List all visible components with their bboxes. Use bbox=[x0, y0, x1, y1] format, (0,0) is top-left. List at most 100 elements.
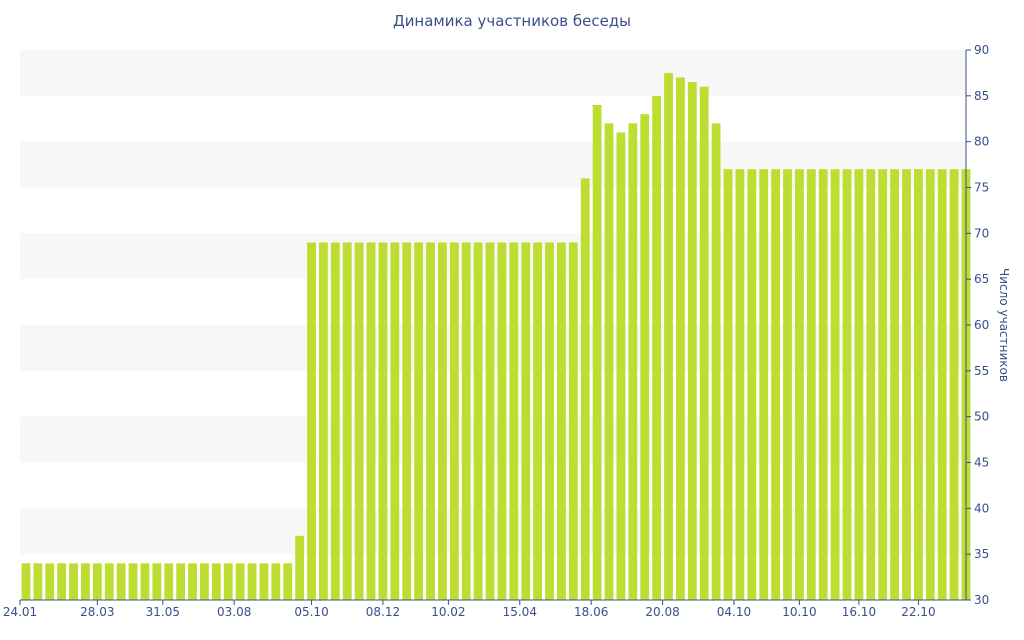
bar[interactable] bbox=[806, 169, 816, 600]
bar[interactable] bbox=[699, 86, 709, 600]
bar[interactable] bbox=[140, 563, 150, 600]
y-tick-label: 65 bbox=[974, 272, 989, 286]
bar[interactable] bbox=[902, 169, 911, 600]
bar[interactable] bbox=[295, 535, 305, 600]
bar[interactable] bbox=[473, 242, 483, 601]
x-tick-label: 16.10 bbox=[842, 605, 876, 619]
bar[interactable] bbox=[271, 563, 281, 600]
bar[interactable] bbox=[390, 242, 400, 601]
x-tick-label: 18.06 bbox=[574, 605, 608, 619]
bar[interactable] bbox=[533, 242, 543, 601]
bar[interactable] bbox=[449, 242, 459, 601]
bars bbox=[21, 72, 971, 601]
bar[interactable] bbox=[711, 123, 721, 600]
bar[interactable] bbox=[616, 132, 626, 601]
bar[interactable] bbox=[652, 95, 662, 600]
bar[interactable] bbox=[104, 563, 114, 600]
bar[interactable] bbox=[414, 242, 424, 601]
bar[interactable] bbox=[378, 242, 388, 601]
bar[interactable] bbox=[509, 242, 519, 601]
bar[interactable] bbox=[783, 169, 792, 600]
bar[interactable] bbox=[628, 123, 638, 600]
bar[interactable] bbox=[592, 105, 602, 600]
bar[interactable] bbox=[81, 563, 90, 600]
bar[interactable] bbox=[283, 563, 293, 600]
bar[interactable] bbox=[747, 169, 757, 600]
bar[interactable] bbox=[676, 77, 685, 601]
bar[interactable] bbox=[164, 563, 174, 600]
bar[interactable] bbox=[211, 563, 221, 600]
grid-band bbox=[20, 50, 966, 96]
bar[interactable] bbox=[557, 242, 566, 601]
bar[interactable] bbox=[925, 169, 935, 600]
bar[interactable] bbox=[354, 242, 364, 601]
x-tick-label: 10.02 bbox=[431, 605, 465, 619]
x-tick-label: 05.10 bbox=[294, 605, 328, 619]
bar[interactable] bbox=[402, 242, 412, 601]
y-tick-label: 50 bbox=[974, 410, 989, 424]
bar[interactable] bbox=[319, 242, 328, 601]
bar[interactable] bbox=[69, 563, 78, 600]
bar[interactable] bbox=[366, 242, 376, 601]
bar[interactable] bbox=[188, 563, 197, 600]
bar[interactable] bbox=[57, 563, 67, 600]
bar[interactable] bbox=[116, 563, 126, 600]
y-tick-label: 35 bbox=[974, 547, 989, 561]
bar[interactable] bbox=[342, 242, 352, 601]
bar[interactable] bbox=[33, 563, 43, 600]
bar[interactable] bbox=[545, 242, 554, 601]
bar[interactable] bbox=[247, 563, 257, 600]
bar[interactable] bbox=[426, 242, 435, 601]
bar[interactable] bbox=[497, 242, 507, 601]
bar[interactable] bbox=[687, 82, 697, 601]
bar[interactable] bbox=[128, 563, 138, 600]
x-tick-label: 04.10 bbox=[717, 605, 751, 619]
y-tick-label: 45 bbox=[974, 456, 989, 470]
x-tick-label: 20.08 bbox=[645, 605, 679, 619]
bar[interactable] bbox=[438, 242, 447, 601]
bar[interactable] bbox=[723, 169, 733, 600]
bar[interactable] bbox=[937, 169, 947, 600]
y-tick-label: 40 bbox=[974, 501, 989, 515]
bar[interactable] bbox=[45, 563, 55, 600]
bar[interactable] bbox=[604, 123, 614, 600]
bar[interactable] bbox=[152, 563, 162, 600]
bar[interactable] bbox=[521, 242, 531, 601]
x-axis-ticks: 24.01 28.03 31.05 03.08 05.10 08.12 10.02 15.04… bbox=[3, 600, 936, 619]
bar[interactable] bbox=[735, 169, 745, 600]
bar[interactable] bbox=[842, 169, 852, 600]
bar[interactable] bbox=[21, 563, 31, 600]
x-tick-label: 24.01 bbox=[3, 605, 37, 619]
bar[interactable] bbox=[854, 169, 864, 600]
bar[interactable] bbox=[568, 242, 578, 601]
bar[interactable] bbox=[890, 169, 900, 600]
bar[interactable] bbox=[176, 563, 186, 600]
bar[interactable] bbox=[818, 169, 828, 600]
bar[interactable] bbox=[461, 242, 471, 601]
chart-title: Динамика участников беседы bbox=[392, 12, 632, 30]
bar[interactable] bbox=[913, 169, 923, 600]
bar[interactable] bbox=[795, 169, 804, 600]
x-tick-label: 28.03 bbox=[80, 605, 114, 619]
bar[interactable] bbox=[200, 563, 209, 600]
bar[interactable] bbox=[771, 169, 781, 600]
bar[interactable] bbox=[330, 242, 340, 601]
bar[interactable] bbox=[235, 563, 245, 600]
bar[interactable] bbox=[664, 72, 673, 600]
bar[interactable] bbox=[866, 169, 876, 600]
x-tick-label: 10.10 bbox=[782, 605, 816, 619]
bar[interactable] bbox=[485, 242, 495, 601]
bar[interactable] bbox=[307, 242, 316, 601]
x-tick-label: 22.10 bbox=[901, 605, 935, 619]
bar[interactable] bbox=[640, 114, 650, 601]
bar[interactable] bbox=[223, 563, 233, 600]
y-tick-label: 70 bbox=[974, 226, 989, 240]
bar[interactable] bbox=[92, 563, 102, 600]
bar[interactable] bbox=[949, 169, 959, 600]
bar[interactable] bbox=[878, 169, 888, 600]
bar[interactable] bbox=[580, 178, 590, 601]
bar[interactable] bbox=[830, 169, 840, 600]
bar[interactable] bbox=[759, 169, 769, 600]
bar[interactable] bbox=[259, 563, 269, 600]
